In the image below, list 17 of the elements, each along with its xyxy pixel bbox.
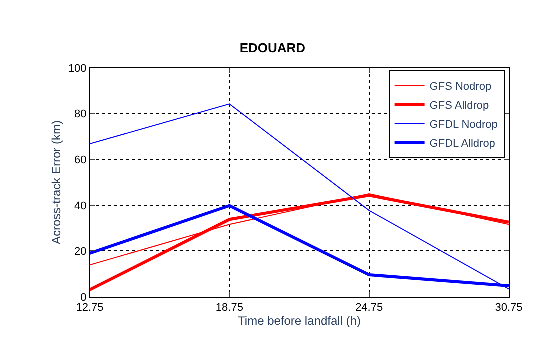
x-tick-label: 18.75 xyxy=(216,302,244,314)
chart-title: EDOUARD xyxy=(240,40,306,56)
legend-label: GFS Alldrop xyxy=(430,100,490,112)
y-tick-label: 20 xyxy=(74,246,87,258)
x-tick-label: 12.75 xyxy=(76,302,104,314)
y-tick-label: 100 xyxy=(68,62,87,75)
y-tick-label: 40 xyxy=(74,200,87,212)
y-tick-label: 60 xyxy=(74,154,87,166)
y-axis-title: Across-track Error (km) xyxy=(50,120,64,244)
x-tick-label: 24.75 xyxy=(356,302,384,314)
y-tick-label: 80 xyxy=(74,108,87,121)
legend-label: GFDL Nodrop xyxy=(430,119,498,132)
legend-label: GFS Nodrop xyxy=(430,81,492,94)
y-tick-label: 0 xyxy=(80,292,87,304)
x-tick-label: 30.75 xyxy=(495,302,523,314)
x-axis-title: Time before landfall (h) xyxy=(238,314,361,328)
legend-label: GFDL Alldrop xyxy=(430,138,496,150)
